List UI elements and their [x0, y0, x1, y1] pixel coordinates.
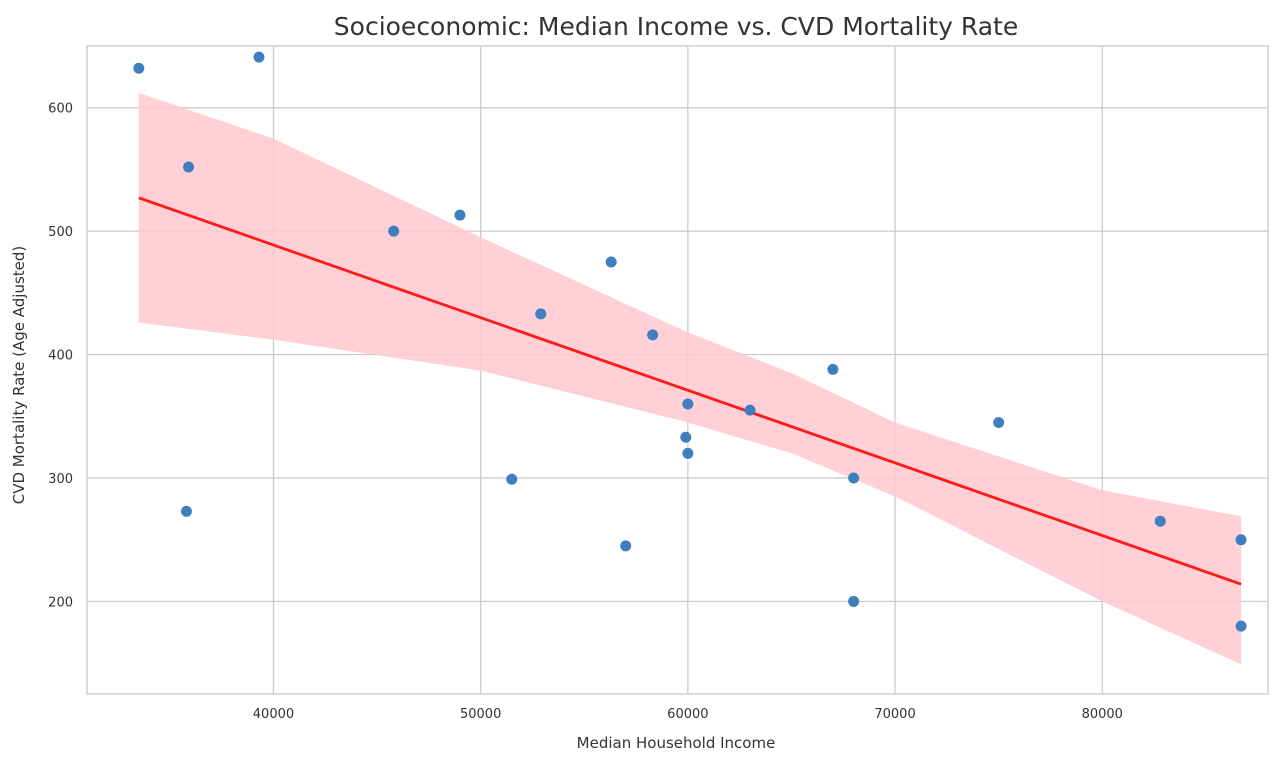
plot-area — [86, 45, 1269, 695]
x-tick-label: 80000 — [1082, 707, 1123, 722]
y-tick-label: 400 — [48, 349, 73, 364]
data-point — [993, 416, 1005, 428]
data-point — [620, 540, 632, 552]
data-point — [506, 473, 518, 485]
data-point — [1235, 534, 1247, 546]
y-axis-ticks: 200 300 400 500 600 — [48, 102, 73, 611]
x-axis-label: Median Household Income — [577, 734, 776, 752]
data-point — [682, 398, 694, 410]
x-axis-ticks: 40000 50000 60000 70000 80000 — [253, 707, 1123, 722]
y-tick-label: 300 — [48, 472, 73, 487]
data-point — [848, 472, 860, 484]
data-point — [253, 51, 265, 63]
data-point — [180, 505, 192, 517]
y-tick-label: 600 — [48, 102, 73, 117]
regression-line — [138, 196, 1242, 586]
data-point — [605, 256, 617, 268]
data-point — [682, 447, 694, 459]
data-point — [535, 308, 547, 320]
data-point — [827, 363, 839, 375]
data-point — [848, 595, 860, 607]
data-points — [133, 51, 1247, 632]
chart-title: Socioeconomic: Median Income vs. CVD Mor… — [334, 12, 1018, 41]
data-point — [1235, 620, 1247, 632]
data-point — [680, 431, 692, 443]
data-point — [1154, 515, 1166, 527]
confidence-band — [138, 92, 1242, 665]
x-tick-label: 40000 — [253, 707, 294, 722]
data-point — [183, 161, 195, 173]
x-tick-label: 70000 — [874, 707, 915, 722]
plot-border — [86, 45, 1269, 695]
data-point — [647, 329, 659, 341]
x-tick-label: 50000 — [460, 707, 501, 722]
data-point — [744, 404, 756, 416]
y-tick-label: 500 — [48, 225, 73, 240]
y-axis-label: CVD Mortality Rate (Age Adjusted) — [10, 246, 28, 505]
data-point — [388, 225, 400, 237]
y-tick-label: 200 — [48, 595, 73, 610]
data-point — [133, 62, 145, 74]
data-point — [454, 209, 466, 221]
x-tick-label: 60000 — [667, 707, 708, 722]
